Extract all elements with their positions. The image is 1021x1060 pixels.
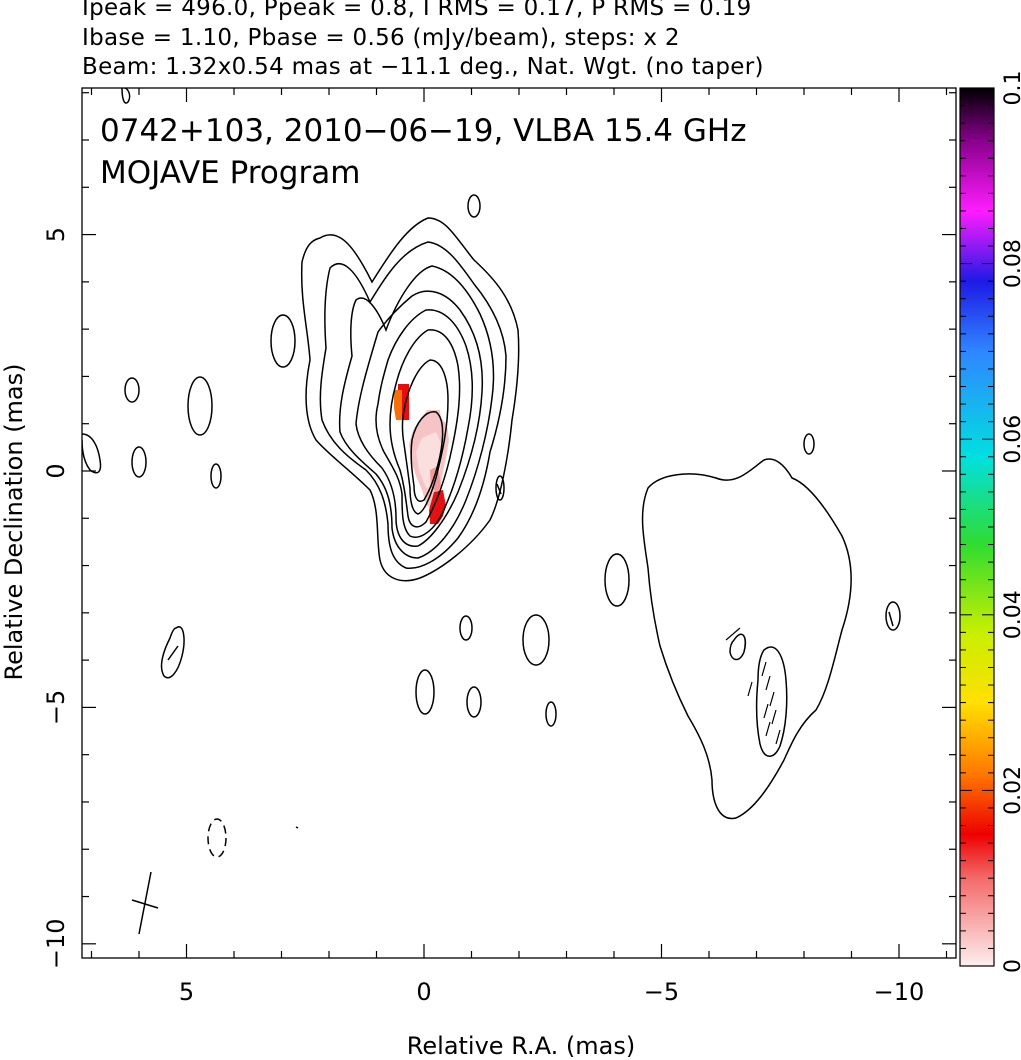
isolated-contour — [803, 433, 815, 455]
x-tick-label: 5 — [179, 978, 194, 1006]
y-tick-label: −10 — [42, 918, 70, 969]
isolated-contour — [131, 446, 147, 478]
polarization-peak-north-orange — [394, 390, 402, 420]
core-contours — [300, 217, 520, 582]
pol-tick — [496, 483, 502, 495]
pol-tick — [888, 611, 894, 627]
isolated-contour — [467, 194, 481, 218]
isolated-contour — [121, 88, 131, 104]
isolated-contour — [187, 376, 213, 436]
chart-title-line-1: 0742+103, 2010−06−19, VLBA 15.4 GHz — [100, 113, 746, 149]
colorbar-tick-label: 0 — [1001, 959, 1021, 973]
contour-level-2 — [319, 241, 507, 569]
dashed-negative-contour — [207, 818, 227, 858]
lobe-outer-contour — [641, 458, 852, 820]
isolated-contours — [82, 88, 901, 858]
contour-level-4 — [355, 290, 484, 547]
contour-level-7 — [401, 359, 449, 515]
contour-level-8 — [410, 411, 444, 502]
isolated-contour — [415, 669, 435, 715]
contour-level-1 — [300, 217, 520, 582]
y-tick-label: 5 — [42, 227, 70, 242]
x-tick-label: −5 — [644, 978, 679, 1006]
isolated-contour — [885, 601, 901, 631]
contour-level-6 — [389, 329, 461, 528]
x-tick-label: 0 — [416, 978, 431, 1006]
pol-tick — [167, 645, 179, 661]
isolated-contour — [459, 615, 473, 641]
isolated-contour — [466, 686, 482, 718]
x-axis-label: Relative R.A. (mas) — [407, 1032, 635, 1060]
isolated-contour — [545, 701, 557, 727]
colorbar-tick-label: 0.06 — [1001, 415, 1021, 464]
isolated-contour — [82, 433, 102, 474]
contour-level-3 — [338, 265, 495, 559]
chart-title-line-2: MOJAVE Program — [100, 155, 360, 191]
header-line-3: Beam: 1.32x0.54 mas at −11.1 deg., Nat. … — [82, 54, 764, 80]
lobe-polarization-ticks — [725, 627, 781, 745]
lobe-inner-contour — [755, 646, 788, 757]
lobe-small-contour — [729, 633, 746, 661]
isolated-contour — [604, 553, 630, 607]
beam-marker — [131, 871, 159, 935]
isolated-contour — [160, 626, 185, 679]
stray-mark — [295, 826, 299, 829]
axes: 5 0 −5 −10 5 0 −5 −10 — [42, 88, 956, 1006]
y-tick-label: −5 — [42, 690, 70, 725]
map-area — [82, 88, 901, 935]
colorbar-tick-label: 0.02 — [1001, 766, 1021, 815]
colorbar-tick-label: 0.04 — [1001, 590, 1021, 639]
contour-level-5 — [375, 309, 473, 538]
y-tick-label: 0 — [42, 463, 70, 478]
colorbar-ticks: 0 0.02 0.04 0.06 0.08 0.1 — [960, 71, 1021, 973]
header-line-2: Ibase = 1.10, Pbase = 0.56 (mJy/beam), s… — [82, 25, 680, 51]
colorbar-tick-label: 0.08 — [1001, 239, 1021, 288]
plot-frame — [81, 87, 957, 959]
colorbar-tick-label: 0.1 — [1001, 71, 1021, 106]
lobe-contours — [641, 458, 852, 820]
isolated-contour — [210, 463, 222, 489]
isolated-contour — [495, 475, 505, 501]
y-axis-label: Relative Declination (mas) — [0, 363, 28, 680]
isolated-contour — [522, 614, 550, 666]
isolated-contour — [270, 314, 296, 368]
isolated-contour — [124, 377, 140, 403]
header-line-1: Ipeak = 496.0, Ppeak = 0.8, I RMS = 0.17… — [82, 0, 752, 21]
x-tick-label: −10 — [874, 978, 925, 1006]
